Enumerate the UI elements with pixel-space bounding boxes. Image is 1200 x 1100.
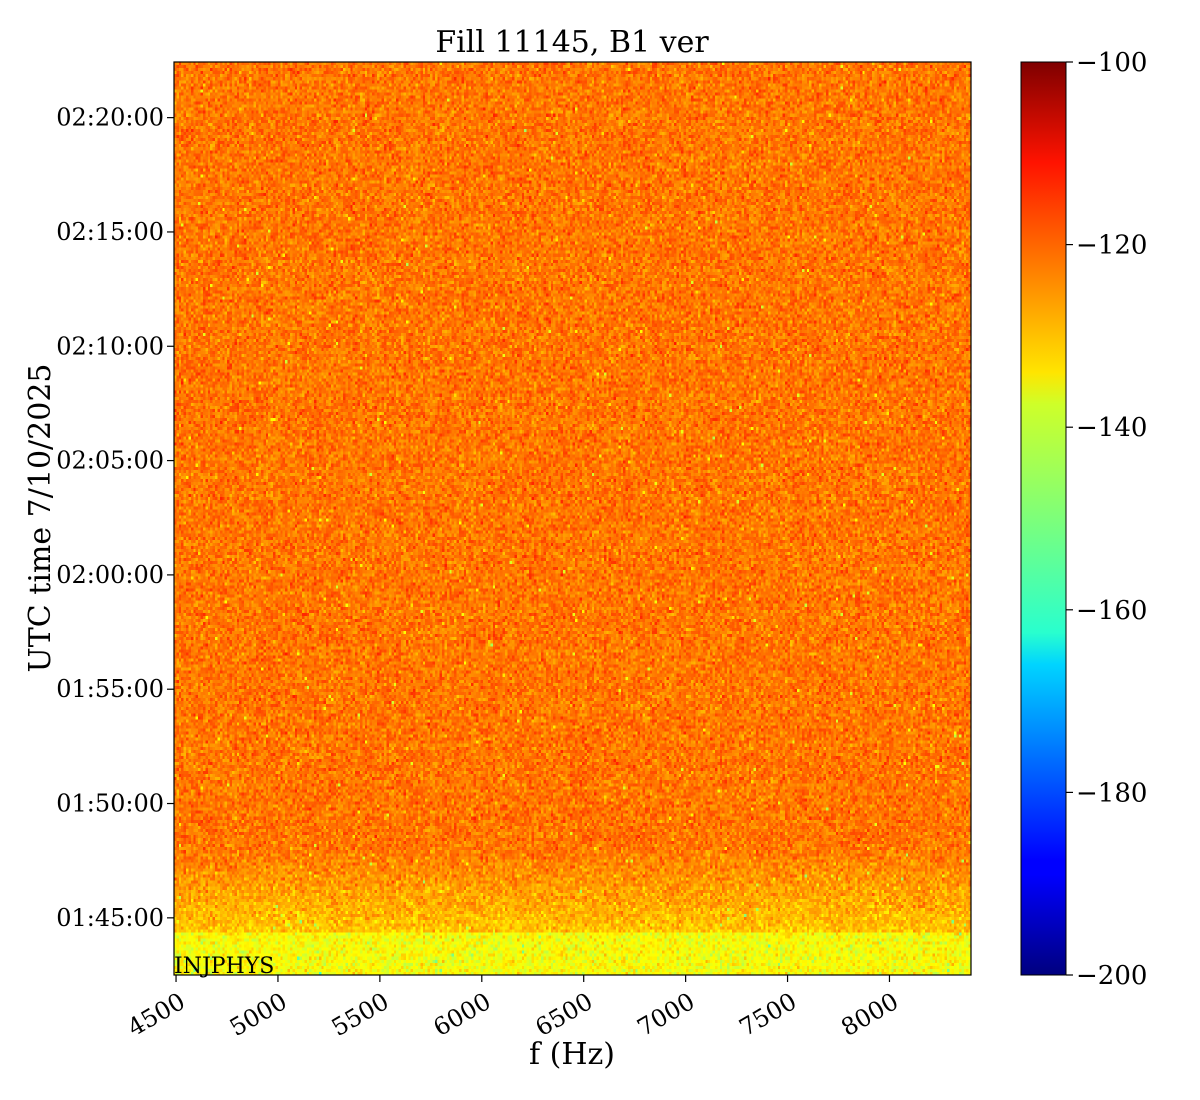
colorbar-tick-label: −200 <box>1076 961 1147 991</box>
x-tick-label: 6000 <box>429 987 496 1042</box>
y-tick-label: 01:45:00 <box>56 904 164 932</box>
colorbar-gradient <box>1020 61 1067 976</box>
y-tick-label: 02:20:00 <box>56 104 164 132</box>
x-tick-label: 6500 <box>531 987 598 1042</box>
y-tick-label: 02:15:00 <box>56 218 164 246</box>
colorbar: −200 −180 −160 −140 −120 −100 <box>1020 48 1147 991</box>
y-tick-label: 01:50:00 <box>56 790 164 818</box>
colorbar-tick-label: −140 <box>1076 413 1147 443</box>
x-tick-label: 5500 <box>327 987 394 1042</box>
x-tick-label: 7000 <box>633 987 700 1042</box>
plot-frame <box>173 61 972 976</box>
x-tick-label: 8000 <box>836 987 903 1042</box>
y-tick-label: 02:00:00 <box>56 561 164 589</box>
y-tick-label: 02:10:00 <box>56 332 164 360</box>
heatmap-area: INJPHYS <box>173 61 972 979</box>
y-tick-label: 02:05:00 <box>56 447 164 475</box>
y-tick-label: 01:55:00 <box>56 675 164 703</box>
x-axis-label: f (Hz) <box>529 1037 615 1072</box>
x-tick-label: 7500 <box>734 987 801 1042</box>
chart-title: Fill 11145, B1 ver <box>435 25 709 60</box>
colorbar-tick-label: −120 <box>1076 231 1147 261</box>
x-tick-label: 5000 <box>225 987 292 1042</box>
colorbar-ticks: −200 −180 −160 −140 −120 −100 <box>1066 48 1147 991</box>
x-axis: 4500 5000 5500 6000 6500 7000 7500 8000 <box>123 975 903 1042</box>
y-axis-label: UTC time 7/10/2025 <box>23 364 58 673</box>
colorbar-tick-label: −100 <box>1076 48 1147 78</box>
y-axis: 01:45:00 01:50:00 01:55:00 02:00:00 02:05:00… <box>56 104 174 932</box>
x-tick-label: 4500 <box>123 987 190 1042</box>
colorbar-tick-label: −160 <box>1076 596 1147 626</box>
heatmap-image <box>174 62 971 975</box>
colorbar-tick-label: −180 <box>1076 778 1147 808</box>
